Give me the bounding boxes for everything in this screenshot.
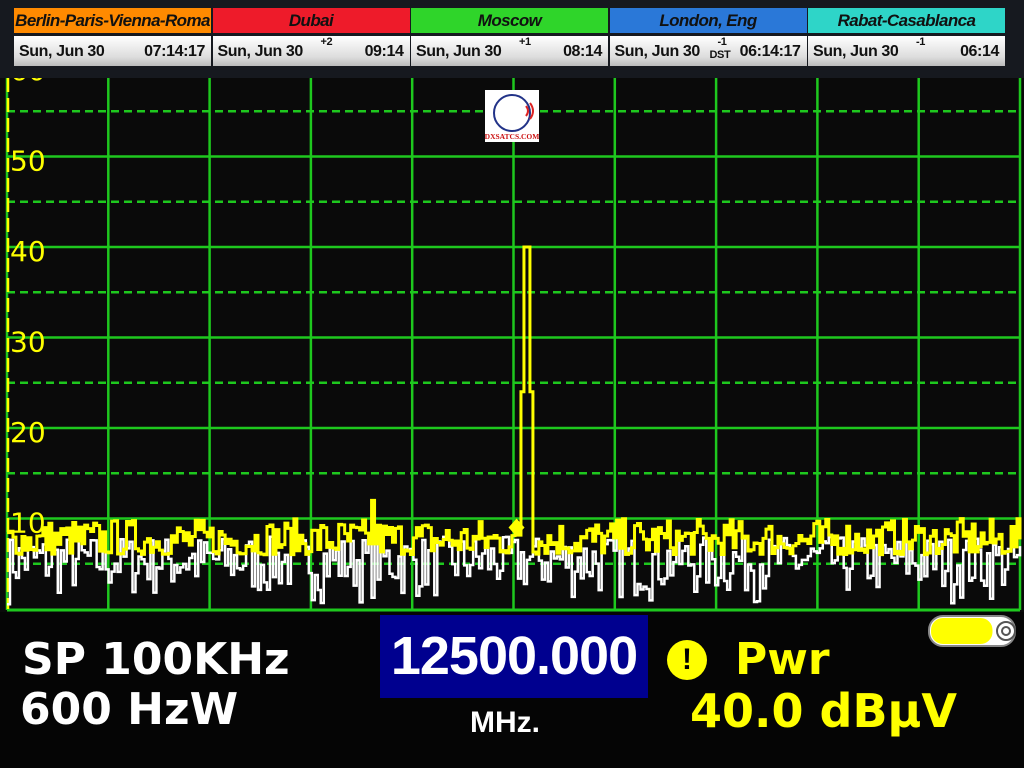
clock-offset: -1	[916, 36, 925, 48]
y-tick-label: 40	[10, 235, 46, 268]
battery-icon	[928, 615, 1016, 647]
clock-time-row: Sun, Jun 30 07:14:17	[14, 36, 211, 66]
clock-time-row: Sun, Jun 30 -1 DST 06:14:17	[609, 36, 807, 66]
clock-0: Berlin-Paris-Vienna-Roma Sun, Jun 30 07:…	[14, 8, 211, 68]
y-tick-label: 10	[10, 507, 46, 540]
spectrum-trace-max	[7, 245, 1022, 557]
level-readout: 40.0 dBµV	[690, 684, 957, 738]
clock-date: Sun, Jun 30	[614, 43, 701, 60]
marker-diamond	[508, 518, 525, 537]
clock-dst: DST	[709, 49, 731, 61]
y-tick-label: 30	[10, 326, 46, 359]
clock-time: 09:14	[364, 43, 404, 60]
plot-background	[0, 78, 1024, 612]
clock-city: London, Eng	[609, 8, 807, 33]
frequency-unit: MHz.	[470, 706, 540, 739]
rbw-readout[interactable]: 600 HzW	[20, 684, 239, 735]
battery-fill	[931, 618, 993, 644]
clock-time-row: Sun, Jun 30 +2 09:14	[212, 36, 410, 66]
clock-date: Sun, Jun 30	[813, 43, 899, 60]
clock-time: 06:14	[960, 43, 999, 60]
y-tick-label: 20	[10, 416, 46, 449]
logo-text: DXSATCS.COM	[485, 132, 540, 141]
frequency-input[interactable]: 12500.000	[380, 615, 648, 698]
measure-label: Pwr	[735, 634, 830, 685]
clock-time: 08:14	[563, 43, 602, 60]
logo-signal-icon	[525, 102, 534, 120]
clock-date: Sun, Jun 30	[416, 43, 502, 60]
clock-time-row: Sun, Jun 30 +1 08:14	[411, 36, 608, 66]
clock-city: Rabat-Casablanca	[808, 8, 1005, 33]
clock-time: 07:14:17	[144, 43, 205, 60]
clock-3: London, Eng Sun, Jun 30 -1 DST 06:14:17	[609, 8, 807, 68]
clock-4: Rabat-Casablanca Sun, Jun 30 -1 06:14	[808, 8, 1005, 68]
spectrum-trace-live	[7, 535, 1022, 606]
clock-offset: -1	[717, 36, 727, 48]
clock-date: Sun, Jun 30	[217, 43, 304, 60]
span-readout[interactable]: SP 100KHz	[22, 634, 290, 685]
clock-time: 06:14:17	[739, 43, 801, 60]
clock-city: Dubai	[212, 8, 410, 33]
world-clock-bar: Berlin-Paris-Vienna-Roma Sun, Jun 30 07:…	[0, 0, 1024, 78]
clock-city: Moscow	[411, 8, 608, 33]
warning-icon: !	[667, 640, 707, 680]
clock-1: Dubai Sun, Jun 30 +2 09:14	[212, 8, 410, 68]
clock-city: Berlin-Paris-Vienna-Roma	[14, 8, 211, 33]
clock-offset: +2	[320, 36, 333, 48]
logo-dish-icon	[493, 94, 531, 132]
status-panel: SP 100KHz 600 HzW 12500.000 MHz. ! Pwr 4…	[0, 612, 1024, 768]
spectrum-plot: 60 50 40 30 20 10 DXSATCS.COM	[0, 78, 1024, 612]
clock-offset: +1	[519, 36, 531, 48]
y-tick-label: 50	[10, 145, 46, 178]
clock-2: Moscow Sun, Jun 30 +1 08:14	[411, 8, 608, 68]
clock-date: Sun, Jun 30	[19, 43, 105, 60]
y-tick-label: 60	[10, 78, 46, 87]
clock-time-row: Sun, Jun 30 -1 06:14	[808, 36, 1005, 66]
